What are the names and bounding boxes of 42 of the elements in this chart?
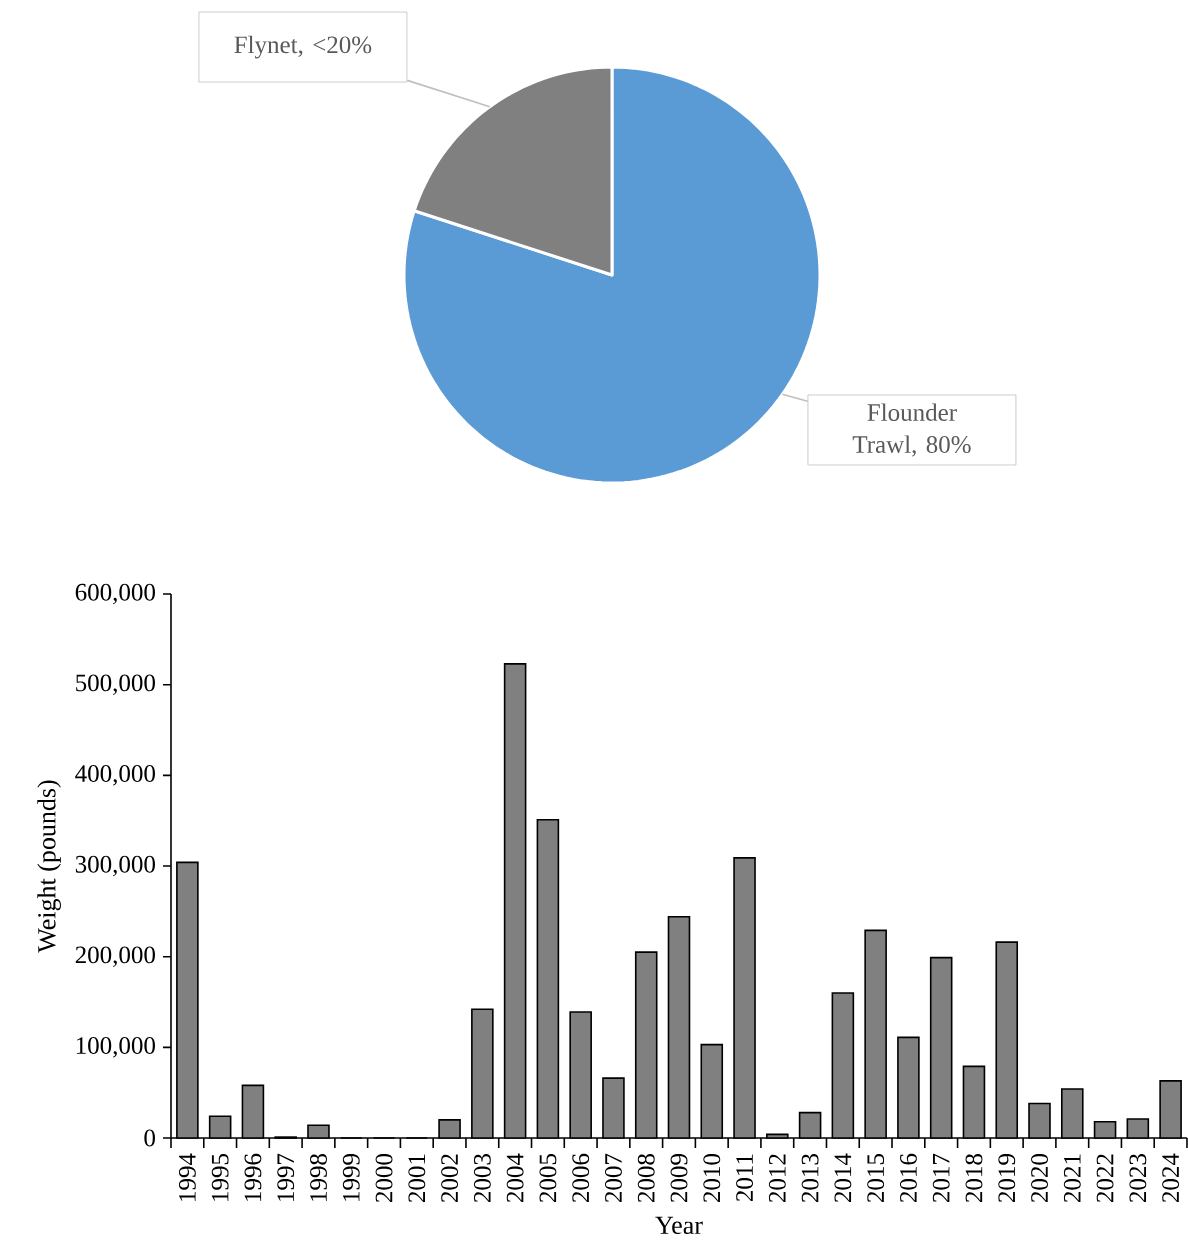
x-tick-label: 1998 [310,1154,327,1201]
x-tick-label: 2003 [473,1154,491,1202]
x-tick-label: 2006 [572,1153,590,1202]
y-tick-label: 600,000 [75,583,155,605]
x-tick-label: 2004 [506,1153,524,1202]
y-tick-label: 300,000 [75,855,155,877]
x-tick-label: 2022 [1096,1154,1114,1202]
y-tick-label: 100,000 [76,1037,155,1058]
x-tick-label: 1995 [211,1154,229,1201]
x-tick-label: 2001 [408,1154,426,1202]
x-tick-label: 2012 [768,1154,786,1202]
x-tick-label: 2024 [1162,1153,1180,1202]
x-tick-label: 2021 [1063,1154,1081,1202]
x-tick-label: 2020 [1031,1154,1048,1202]
x-tick-label: 2015 [867,1154,885,1202]
slice-label: Flounder Trawl, 80% [852,403,971,457]
x-tick-label: 2007 [605,1153,622,1202]
x-tick-label: 2019 [998,1154,1016,1202]
x-tick-label: 2010 [703,1154,721,1202]
x-tick-label: 1996 [244,1153,262,1201]
x-tick-label: 2013 [801,1154,819,1202]
x-tick-label: 2014 [834,1153,852,1202]
slice-label: Flynet, <20% [234,35,372,59]
x-axis-title: Year [655,1216,703,1235]
x-tick-label: 2002 [441,1154,459,1202]
x-tick-label: 2008 [637,1154,655,1202]
x-tick-label: 1997 [277,1153,295,1201]
y-axis-title: Weight (pounds) [37,780,61,953]
y-tick-label: 400,000 [75,765,155,786]
x-tick-label: 2011 [736,1154,753,1202]
y-tick-label: 500,000 [76,674,155,695]
x-tick-label: 2018 [965,1154,983,1202]
x-tick-label: 2000 [375,1154,393,1202]
x-tick-label: 2009 [670,1154,688,1202]
x-tick-label: 2005 [539,1154,557,1202]
y-tick-label: 200,000 [75,946,155,967]
x-tick-label: 2017 [932,1153,950,1202]
x-tick-label: 1999 [342,1154,360,1201]
x-tick-label: 1994 [178,1153,196,1201]
x-tick-label: 2016 [899,1153,917,1202]
x-tick-label: 2023 [1129,1154,1147,1202]
y-tick-label: 0 [144,1129,155,1147]
